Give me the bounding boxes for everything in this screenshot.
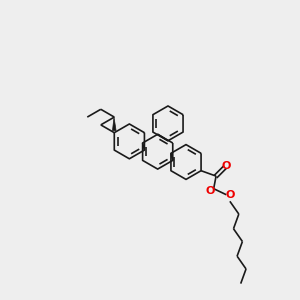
Text: O: O [206, 186, 215, 196]
Text: O: O [225, 190, 235, 200]
Polygon shape [112, 117, 116, 130]
Text: O: O [222, 161, 231, 171]
